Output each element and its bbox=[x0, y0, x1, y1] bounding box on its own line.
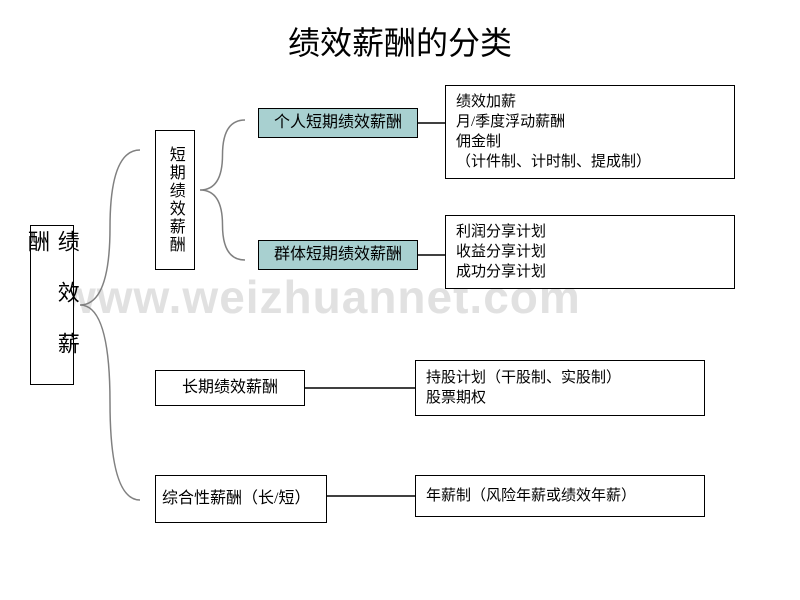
node-long-term: 长期绩效薪酬 bbox=[155, 370, 305, 406]
detail-1-content: 绩效加薪月/季度浮动薪酬佣金制（计件制、计时制、提成制） bbox=[456, 92, 651, 173]
node-short-label: 短期绩效薪酬 bbox=[164, 146, 186, 254]
detail-3-content: 持股计划（干股制、实股制）股票期权 bbox=[426, 368, 621, 409]
detail-box-1: 绩效加薪月/季度浮动薪酬佣金制（计件制、计时制、提成制） bbox=[445, 85, 735, 179]
page-title: 绩效薪酬的分类 bbox=[0, 18, 800, 64]
node-short-term: 短期绩效薪酬 bbox=[155, 130, 195, 270]
detail-box-2: 利润分享计划收益分享计划成功分享计划 bbox=[445, 215, 735, 289]
node-mixed: 综合性薪酬（长/短） bbox=[155, 475, 327, 523]
node-group-short: 群体短期绩效薪酬 bbox=[258, 240, 418, 270]
node-mixed-label: 综合性薪酬（长/短） bbox=[162, 488, 310, 510]
detail-2-content: 利润分享计划收益分享计划成功分享计划 bbox=[456, 222, 546, 283]
node-individual-short: 个人短期绩效薪酬 bbox=[258, 108, 418, 138]
detail-box-3: 持股计划（干股制、实股制）股票期权 bbox=[415, 360, 705, 416]
node-long-label: 长期绩效薪酬 bbox=[182, 377, 278, 399]
detail-4-content: 年薪制（风险年薪或绩效年薪） bbox=[426, 486, 636, 506]
node-grp-short-label: 群体短期绩效薪酬 bbox=[274, 244, 402, 266]
node-root-label: 绩 效 薪 酬 bbox=[22, 230, 81, 380]
node-ind-short-label: 个人短期绩效薪酬 bbox=[274, 112, 402, 134]
node-root: 绩 效 薪 酬 bbox=[30, 225, 74, 385]
detail-box-4: 年薪制（风险年薪或绩效年薪） bbox=[415, 475, 705, 517]
